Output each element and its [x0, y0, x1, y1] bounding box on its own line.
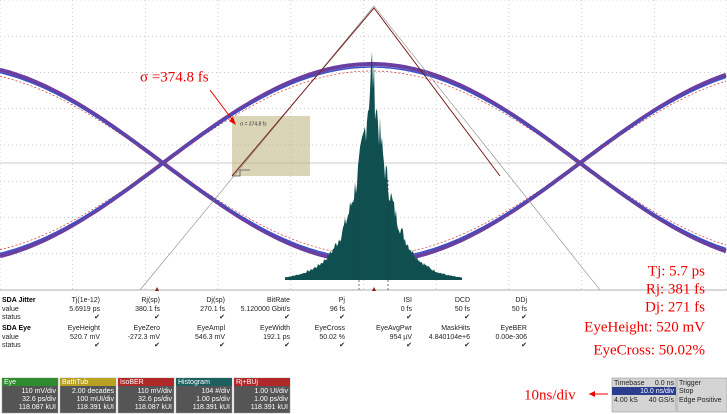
cell-value: 96 fs — [330, 306, 346, 313]
cell-status: ✔ — [219, 314, 225, 321]
cell-status: ✔ — [521, 314, 527, 321]
cell-value: 954 µV — [390, 334, 413, 341]
cell-status: ✔ — [284, 342, 290, 349]
channel-setting: 1.00 UI/div — [255, 388, 289, 395]
cell-value: 520.7 mV — [70, 334, 100, 341]
timebase-panel: Timebase 0.0 ns 10.0 ns/div 4.00 kS 40 G… — [612, 378, 727, 412]
timebase-delay: 0.0 ns — [655, 380, 675, 387]
channel-setting: 32.6 ps/div — [138, 396, 172, 403]
column-header: EyeHeight — [68, 325, 100, 332]
table-title: SDA Eye — [2, 325, 31, 332]
timebase-samples: 4.00 kS — [614, 397, 638, 404]
trigger-slope: Positive — [697, 397, 722, 404]
channel-setting: 110 mV/div — [138, 388, 173, 395]
cell-value: 50 fs — [512, 306, 528, 313]
cell-status: ✔ — [154, 314, 160, 321]
cell-value: 50.02 % — [319, 334, 345, 341]
cell-value: 546.3 mV — [195, 334, 225, 341]
cell-value: 5.6919 ps — [69, 306, 100, 313]
channel-setting: 32.6 ps/div — [22, 396, 56, 403]
column-header: EyeAmpl — [197, 325, 225, 332]
cell-value: 4.840104e+6 — [429, 334, 470, 341]
row-label: value — [2, 306, 19, 313]
rj-annotation: Rj: 381 fs — [646, 281, 705, 297]
timebase-annotation: 10ns/div — [524, 387, 576, 403]
column-header: MaskHits — [441, 325, 470, 332]
channel-setting: 118.391 kUI — [193, 404, 230, 411]
channel-setting: 1.00 ps/div — [254, 396, 288, 403]
sigma-annotation: σ =374.8 fs — [140, 69, 209, 85]
column-header: DCD — [455, 297, 470, 304]
column-header: DDj — [515, 297, 527, 304]
channel-setting: 100 mUI/div — [77, 396, 115, 403]
column-header: EyeBER — [501, 325, 527, 332]
eye-height-annotation: EyeHeight: 520 mV — [584, 319, 705, 335]
channel-name: IsoBER — [120, 379, 144, 386]
cell-status: ✔ — [339, 342, 345, 349]
scope-screen: σ = 374.8 fs σ =374.8 fs Tj: 5.7 ps Rj: … — [0, 0, 727, 414]
channel-setting: 2.00 decades — [72, 388, 115, 395]
cell-status: ✔ — [464, 314, 470, 321]
column-header: Dj(sp) — [206, 297, 225, 304]
channel-setting: 118.087 kUI — [19, 404, 56, 411]
cell-status: ✔ — [284, 314, 290, 321]
trigger-type: Edge — [679, 397, 695, 404]
cell-status: ✔ — [464, 342, 470, 349]
arrow-head — [589, 391, 595, 397]
eye-cross-annotation: EyeCross: 50.02% — [593, 342, 705, 358]
channel-name: Rj+BUj — [236, 379, 258, 386]
column-header: BitRate — [267, 297, 290, 304]
column-header: Rj(sp) — [141, 297, 160, 304]
cell-status: ✔ — [154, 342, 160, 349]
column-header: EyeCross — [315, 325, 346, 332]
column-header: Pj — [339, 297, 346, 304]
cell-status: ✔ — [94, 342, 100, 349]
channel-setting: 110 mV/div — [22, 388, 57, 395]
cell-status: ✔ — [339, 314, 345, 321]
row-label: value — [2, 334, 19, 341]
channel-setting: 118.391 kUI — [251, 404, 288, 411]
cell-value: 5.120000 Gbit/s — [241, 306, 291, 313]
cell-status: ✔ — [406, 342, 412, 349]
cell-status: ✔ — [521, 342, 527, 349]
channel-name: BathTub — [62, 379, 88, 386]
sigma-box-label: σ = 374.8 fs — [240, 121, 267, 127]
cell-value: 50 fs — [455, 306, 471, 313]
cell-value: 0.00e-306 — [495, 334, 527, 341]
trigger-title: Trigger — [679, 380, 702, 387]
cell-value: 380.1 fs — [135, 306, 160, 313]
tj-annotation: Tj: 5.7 ps — [648, 263, 705, 279]
cell-status: ✔ — [219, 342, 225, 349]
column-header: EyeZero — [134, 325, 161, 332]
cell-status: ✔ — [406, 314, 412, 321]
column-header: ISI — [403, 297, 412, 304]
row-label: status — [2, 342, 21, 349]
row-label: status — [2, 314, 21, 321]
channel-name: Eye — [4, 379, 16, 386]
column-header: EyeAvgPwr — [376, 325, 413, 332]
dj-annotation: Dj: 271 fs — [645, 299, 705, 315]
table-title: SDA Jitter — [2, 297, 36, 304]
column-header: EyeWidth — [260, 325, 290, 332]
channel-setting: 1.00 ps/div — [196, 396, 230, 403]
timebase-title: Timebase — [614, 380, 645, 387]
cell-value: 0 fs — [401, 306, 413, 313]
timebase-scale: 10.0 ns/div — [640, 388, 674, 395]
cell-value: 192.1 ps — [263, 334, 290, 341]
cell-status: ✔ — [94, 314, 100, 321]
cell-value: 270.1 fs — [200, 306, 225, 313]
channel-name: Histogram — [178, 379, 210, 386]
channel-setting: 104 #/div — [202, 388, 231, 395]
channel-setting: 118.391 kUI — [77, 404, 114, 411]
trigger-mode: Stop — [679, 388, 694, 395]
column-header: Tj(1e-12) — [72, 297, 100, 304]
timebase-rate: 40 GS/s — [649, 397, 675, 404]
cell-value: -272.3 mV — [128, 334, 161, 341]
channel-setting: 118.087 kUI — [135, 404, 172, 411]
